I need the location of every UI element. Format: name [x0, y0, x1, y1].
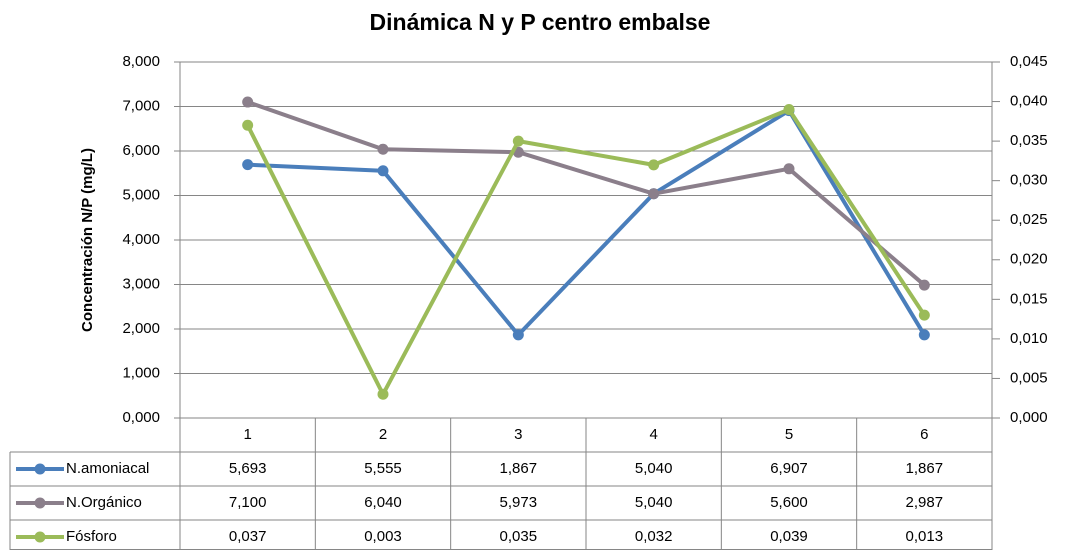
y2-tick-label: 0,040 [1010, 93, 1048, 110]
point [377, 143, 389, 155]
table-value: 0,003 [364, 528, 402, 545]
series-line [245, 107, 927, 397]
y2-tick-label: 0,020 [1010, 251, 1048, 268]
point [512, 329, 524, 341]
point [783, 163, 795, 175]
x-tick-label: 1 [243, 426, 251, 443]
series-line [247, 100, 926, 287]
point [918, 309, 930, 321]
table-value: 5,040 [635, 460, 673, 477]
x-tick-label: 6 [920, 426, 928, 443]
y-tick-label: 8,000 [122, 53, 160, 70]
legend-label: N.amoniacal [66, 460, 149, 477]
point [242, 96, 254, 108]
x-tick-label: 3 [514, 426, 522, 443]
y2-tick-label: 0,035 [1010, 132, 1048, 149]
table-value: 5,040 [635, 494, 673, 511]
legend-marker [34, 463, 46, 475]
table-value: 5,555 [364, 460, 402, 477]
y2-tick-label: 0,025 [1010, 211, 1048, 228]
legend-marker [34, 531, 46, 543]
table-value: 5,973 [500, 494, 538, 511]
table-value: 5,600 [770, 494, 808, 511]
point [648, 159, 660, 171]
y2-tick-label: 0,005 [1010, 369, 1048, 386]
x-tick-label: 4 [649, 426, 657, 443]
x-tick-label: 2 [379, 426, 387, 443]
table-value: 6,040 [364, 494, 402, 511]
y-tick-label: 0,000 [122, 409, 160, 426]
y-tick-label: 1,000 [122, 364, 160, 381]
point [648, 188, 660, 200]
table-value: 5,693 [229, 460, 267, 477]
y-tick-label: 7,000 [122, 97, 160, 114]
table-value: 0,037 [229, 528, 267, 545]
table-value: 0,013 [906, 528, 944, 545]
point [377, 388, 389, 400]
y-tick-label: 3,000 [122, 275, 160, 292]
y-tick-label: 4,000 [122, 231, 160, 248]
table-value: 1,867 [500, 460, 538, 477]
y2-tick-label: 0,010 [1010, 330, 1048, 347]
y2-tick-label: 0,030 [1010, 172, 1048, 189]
table-value: 6,907 [770, 460, 808, 477]
y-tick-label: 5,000 [122, 186, 160, 203]
y2-tick-label: 0,045 [1010, 53, 1048, 70]
point [377, 165, 389, 177]
chart-title: Dinámica N y P centro embalse [370, 9, 711, 35]
point [242, 119, 254, 131]
table-value: 2,987 [906, 494, 944, 511]
table-value: 0,035 [500, 528, 538, 545]
table-value: 0,032 [635, 528, 673, 545]
legend-marker [34, 497, 46, 509]
y2-tick-label: 0,015 [1010, 290, 1048, 307]
x-tick-label: 5 [785, 426, 793, 443]
y-tick-label: 2,000 [122, 320, 160, 337]
point [242, 159, 254, 171]
series-line [247, 108, 927, 337]
y2-tick-label: 0,000 [1010, 409, 1048, 426]
point [918, 329, 930, 341]
table-value: 1,867 [906, 460, 944, 477]
legend-label: Fósforo [66, 528, 117, 545]
y-tick-label: 6,000 [122, 142, 160, 159]
point [512, 135, 524, 147]
point [783, 103, 795, 115]
y-axis-label: Concentración N/P (mg/L) [79, 148, 96, 332]
point [918, 279, 930, 291]
table-value: 7,100 [229, 494, 267, 511]
legend-label: N.Orgánico [66, 494, 142, 511]
table-value: 0,039 [770, 528, 808, 545]
